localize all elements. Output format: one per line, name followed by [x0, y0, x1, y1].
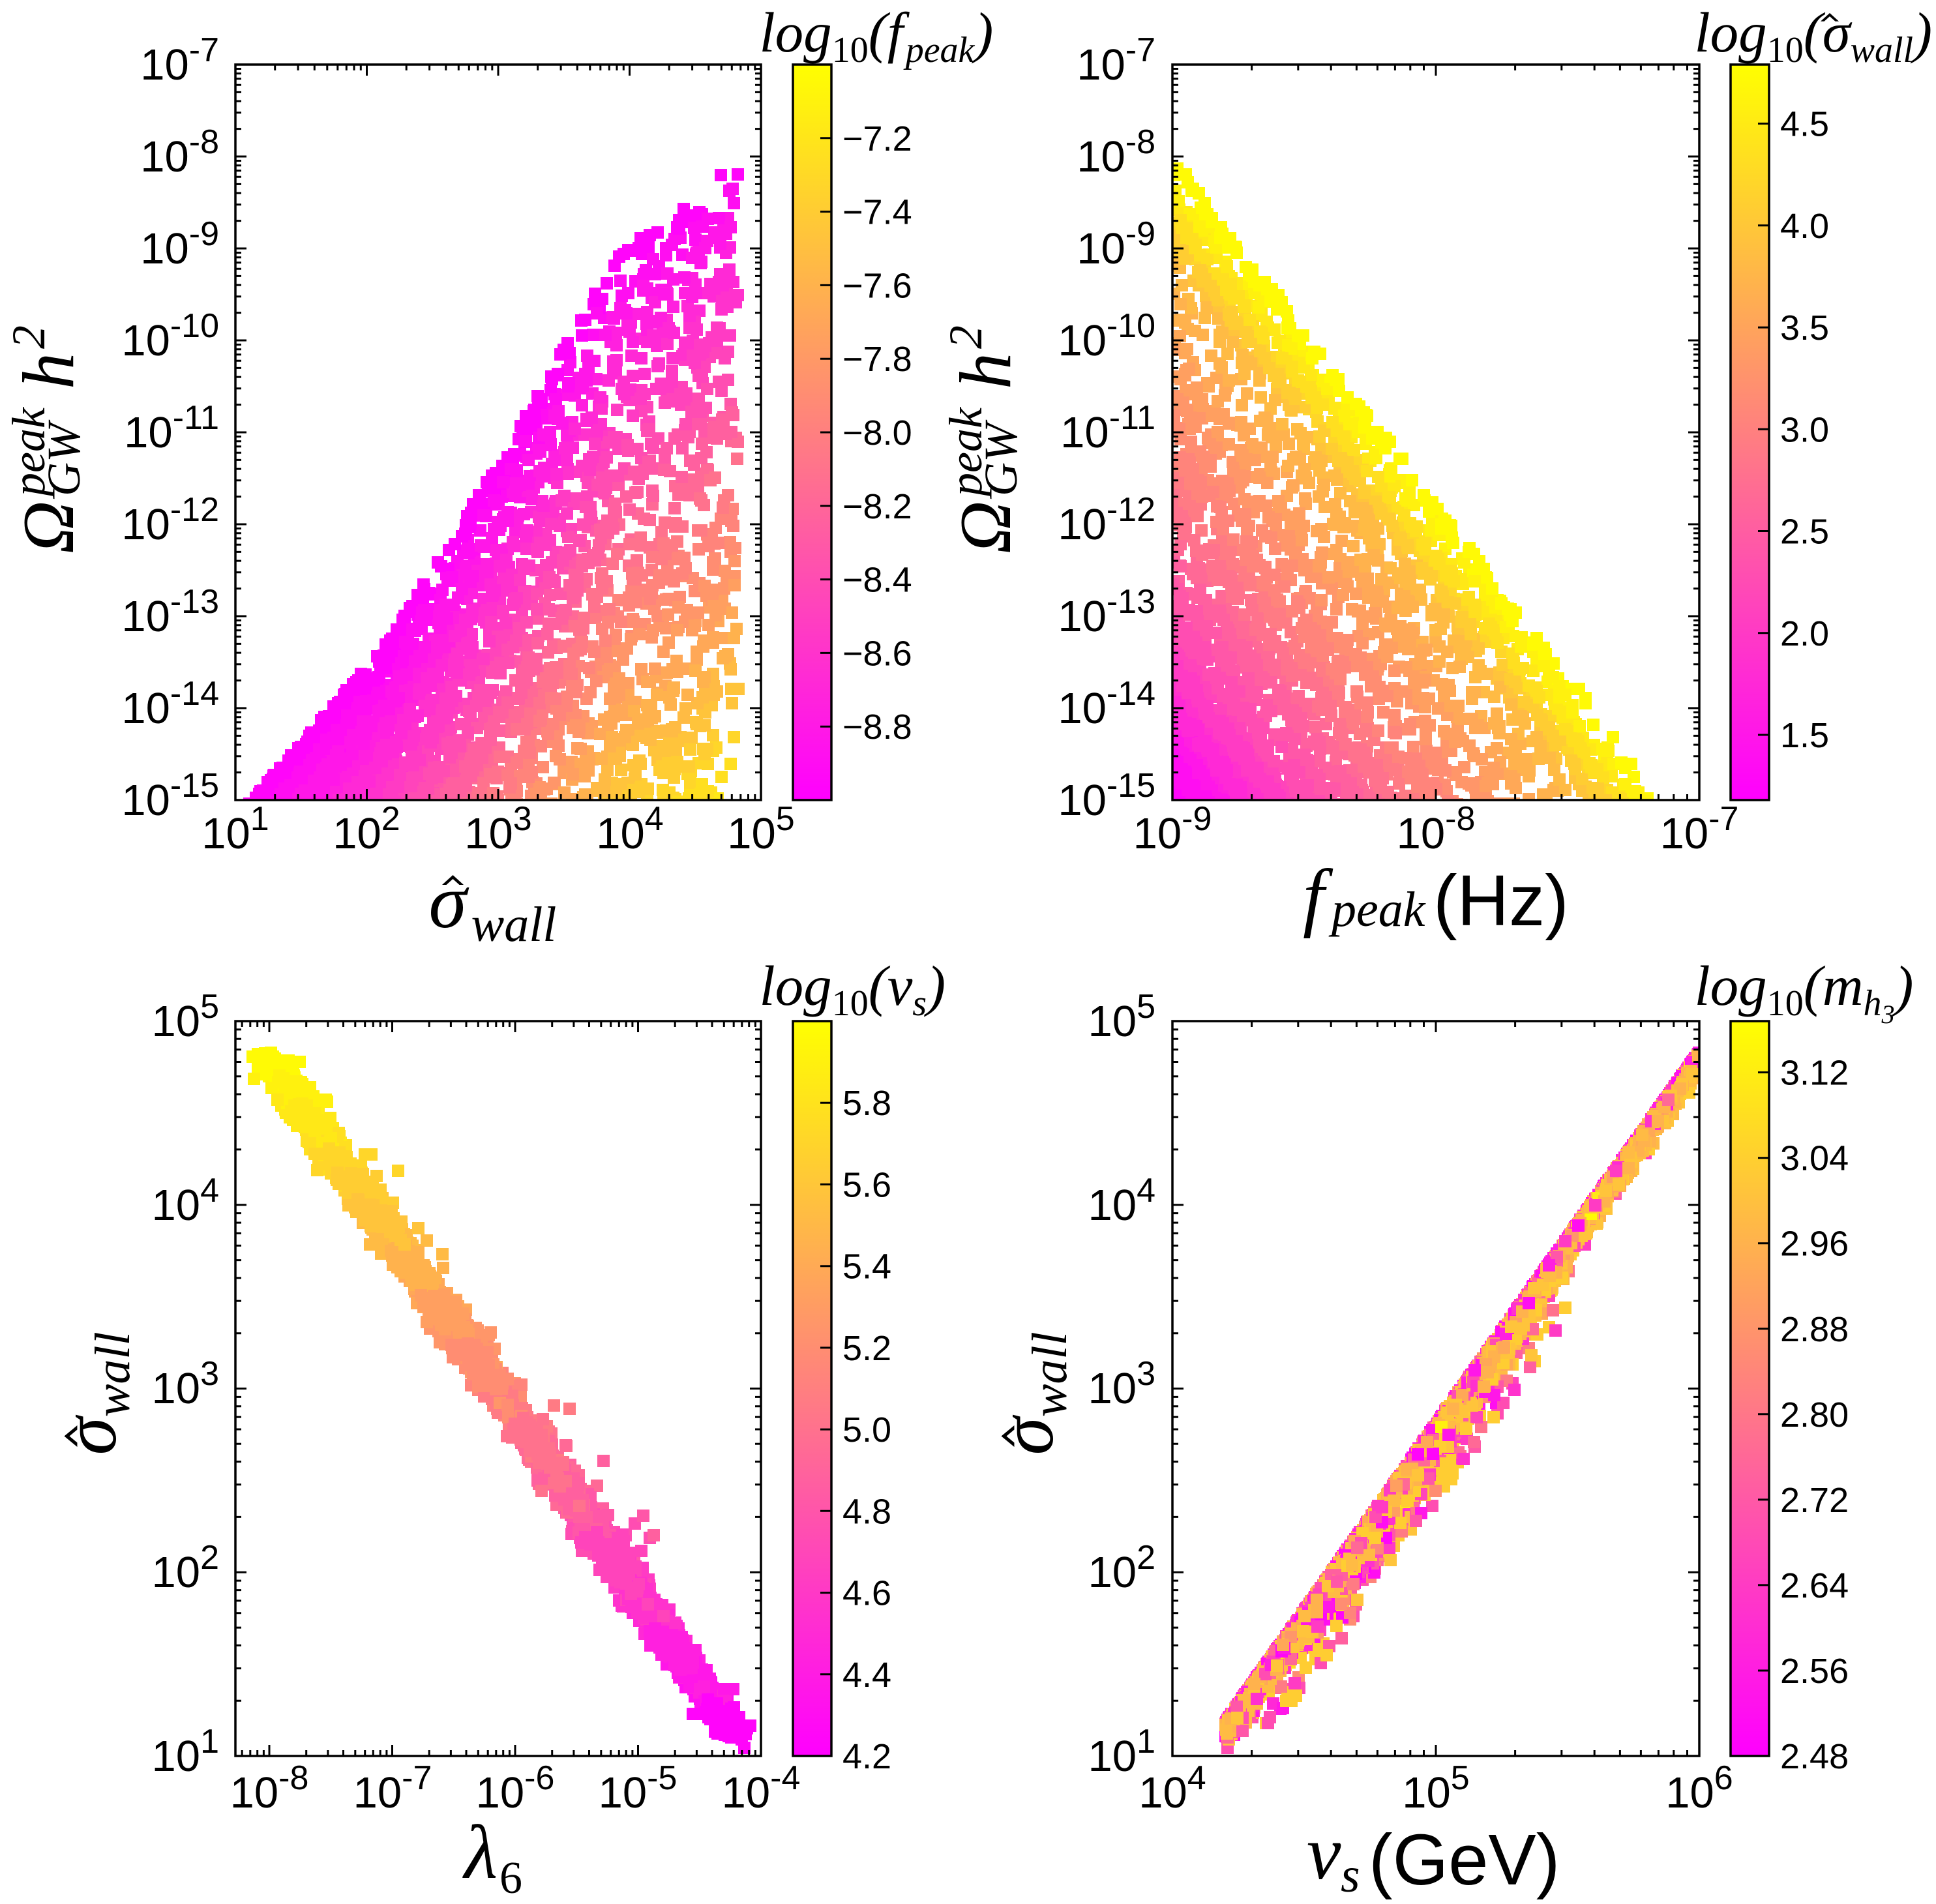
svg-text:Ω: Ω — [8, 501, 89, 554]
svg-text:2.0: 2.0 — [1780, 614, 1829, 653]
svg-text:10: 10 — [1767, 30, 1804, 70]
svg-text:5.2: 5.2 — [842, 1329, 891, 1368]
svg-text:peak: peak — [3, 406, 55, 499]
svg-text:): ) — [1910, 1, 1932, 64]
svg-text:10-14: 10-14 — [121, 675, 219, 733]
svg-text:−8.8: −8.8 — [842, 707, 912, 747]
svg-text:5.4: 5.4 — [842, 1247, 891, 1287]
svg-text:log: log — [1695, 1, 1767, 64]
svg-text:(: ( — [869, 1, 891, 64]
svg-text:log: log — [760, 1, 832, 64]
svg-text:2.56: 2.56 — [1780, 1652, 1849, 1691]
svg-text:(GeV): (GeV) — [1369, 1820, 1560, 1900]
svg-text:GW: GW — [975, 419, 1027, 496]
svg-text:3.04: 3.04 — [1780, 1139, 1849, 1178]
svg-text:σ: σ — [984, 1415, 1069, 1455]
svg-text:6: 6 — [499, 1853, 522, 1903]
svg-text:σ: σ — [1823, 1, 1853, 64]
svg-text:10-7: 10-7 — [353, 1759, 432, 1817]
svg-text:−8.2: −8.2 — [842, 487, 912, 526]
svg-text:): ) — [1892, 954, 1914, 1017]
svg-text:−7.4: −7.4 — [842, 193, 912, 232]
svg-text:2.96: 2.96 — [1780, 1225, 1849, 1264]
svg-text:peak: peak — [940, 406, 992, 499]
svg-text:10-7: 10-7 — [1660, 800, 1739, 858]
svg-text:10: 10 — [1767, 983, 1804, 1024]
svg-text:−7.6: −7.6 — [842, 266, 912, 305]
svg-text:−8.6: −8.6 — [842, 634, 912, 673]
svg-text:2: 2 — [940, 325, 992, 349]
svg-text:10-8: 10-8 — [1397, 800, 1476, 858]
svg-text:h: h — [8, 353, 89, 389]
svg-text:−7.2: −7.2 — [842, 119, 912, 158]
svg-text:10-5: 10-5 — [599, 1759, 678, 1817]
svg-text:4.6: 4.6 — [842, 1574, 891, 1613]
svg-text:σ: σ — [47, 1415, 132, 1455]
svg-text:2: 2 — [3, 325, 55, 349]
svg-text:4.8: 4.8 — [842, 1492, 891, 1531]
svg-text:2.80: 2.80 — [1780, 1395, 1849, 1435]
svg-text:2.5: 2.5 — [1780, 513, 1829, 552]
svg-text:5.8: 5.8 — [842, 1084, 891, 1123]
svg-text:2.48: 2.48 — [1780, 1737, 1849, 1776]
svg-text:wall: wall — [471, 897, 557, 952]
svg-text:10-9: 10-9 — [1077, 215, 1155, 273]
svg-text:3.0: 3.0 — [1780, 410, 1829, 449]
svg-text:log: log — [1695, 954, 1767, 1017]
svg-text:(Hz): (Hz) — [1433, 861, 1569, 941]
svg-text:2.64: 2.64 — [1780, 1566, 1849, 1605]
svg-text:−7.8: −7.8 — [842, 340, 912, 379]
svg-text:101: 101 — [201, 800, 269, 858]
svg-text:GW: GW — [38, 419, 90, 496]
svg-text:(: ( — [869, 954, 891, 1017]
svg-text:h: h — [946, 353, 1026, 389]
svg-text:10-8: 10-8 — [1077, 123, 1155, 181]
svg-text:10-10: 10-10 — [1058, 307, 1155, 365]
svg-text:): ) — [971, 1, 993, 64]
svg-text:s: s — [1341, 1848, 1360, 1903]
svg-text:v: v — [1307, 1810, 1341, 1896]
svg-text:Ω: Ω — [946, 501, 1026, 554]
svg-text:5.6: 5.6 — [842, 1165, 891, 1204]
svg-text:103: 103 — [152, 1355, 219, 1413]
svg-text:1.5: 1.5 — [1780, 716, 1829, 755]
svg-text:log: log — [760, 954, 832, 1017]
svg-text:102: 102 — [1088, 1539, 1155, 1597]
svg-text:σ: σ — [429, 859, 469, 944]
svg-text:4.5: 4.5 — [1780, 105, 1829, 144]
svg-text:s: s — [912, 983, 927, 1024]
svg-text:−8.4: −8.4 — [842, 561, 912, 600]
svg-text:(: ( — [1804, 954, 1826, 1017]
svg-text:peak: peak — [1328, 882, 1426, 937]
svg-text:h: h — [1864, 983, 1882, 1024]
svg-text:3.12: 3.12 — [1780, 1054, 1849, 1093]
svg-text:105: 105 — [1088, 988, 1155, 1046]
svg-text:−8.0: −8.0 — [842, 413, 912, 453]
svg-text:(: ( — [1804, 1, 1826, 64]
svg-text:): ) — [923, 954, 946, 1017]
svg-text:peak: peak — [903, 30, 975, 70]
svg-text:5.0: 5.0 — [842, 1410, 891, 1450]
svg-text:4.2: 4.2 — [842, 1737, 891, 1776]
svg-text:λ: λ — [462, 1809, 498, 1895]
svg-text:10: 10 — [832, 983, 869, 1024]
svg-text:wall: wall — [1851, 30, 1913, 70]
svg-text:v: v — [887, 954, 913, 1017]
svg-text:2.88: 2.88 — [1780, 1310, 1849, 1349]
svg-text:m: m — [1823, 954, 1864, 1017]
svg-text:2.72: 2.72 — [1780, 1481, 1849, 1520]
svg-text:3.5: 3.5 — [1780, 308, 1829, 348]
svg-text:4.4: 4.4 — [842, 1656, 891, 1695]
svg-text:wall: wall — [85, 1331, 140, 1417]
svg-text:10: 10 — [832, 30, 869, 70]
svg-text:wall: wall — [1022, 1331, 1077, 1417]
svg-text:102: 102 — [333, 800, 400, 858]
svg-text:3: 3 — [1881, 1000, 1895, 1029]
svg-text:10-4: 10-4 — [722, 1759, 801, 1817]
svg-text:4.0: 4.0 — [1780, 207, 1829, 246]
